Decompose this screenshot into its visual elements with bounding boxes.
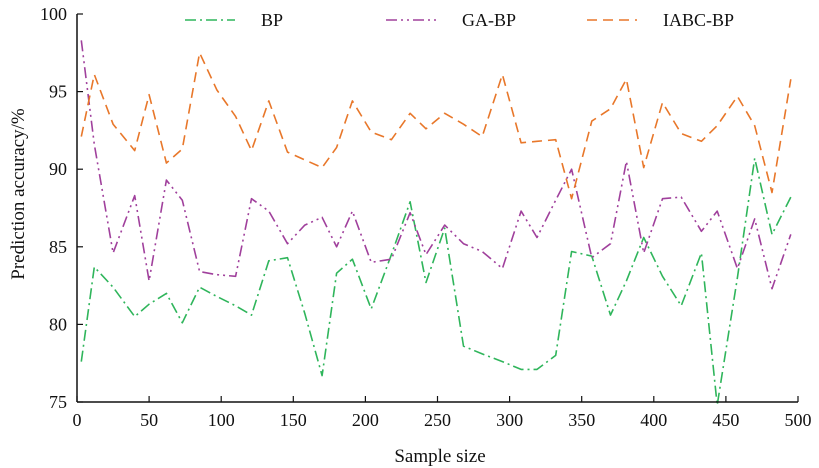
legend-label-iabc-bp: IABC-BP: [663, 10, 734, 30]
y-axis-ticks: 75 80 85 90 95 100: [40, 4, 83, 412]
y-axis-title: Prediction accuracy/%: [8, 108, 29, 280]
series-line-bp: [80, 157, 792, 406]
axes: [76, 14, 798, 403]
x-tick-label: 50: [140, 410, 158, 430]
series-line-ga-bp: [80, 40, 792, 290]
y-tick-label: 85: [49, 237, 67, 257]
x-axis-title: Sample size: [394, 446, 485, 467]
x-tick-label: 250: [424, 410, 451, 430]
y-tick-label: 80: [49, 314, 67, 334]
y-tick-label: 75: [49, 392, 67, 412]
x-tick-label: 400: [640, 410, 667, 430]
x-tick-label: 500: [785, 410, 812, 430]
x-tick-label: 200: [352, 410, 379, 430]
y-tick-label: 100: [40, 4, 67, 24]
x-tick-label: 150: [280, 410, 307, 430]
y-tick-label: 95: [49, 82, 67, 102]
x-tick-label: 350: [568, 410, 595, 430]
legend-label-ga-bp: GA-BP: [462, 10, 516, 30]
x-tick-label: 100: [208, 410, 235, 430]
y-tick-label: 90: [49, 159, 67, 179]
x-tick-label: 450: [712, 410, 739, 430]
series-line-iabc-bp: [80, 51, 792, 200]
legend: BP GA-BP IABC-BP: [185, 10, 734, 30]
x-tick-label: 300: [496, 410, 523, 430]
x-axis-ticks: 0 50 100 150 200 250 300 350 400 450 500: [73, 396, 812, 430]
series-layer: [80, 40, 792, 406]
x-tick-label: 0: [73, 410, 82, 430]
legend-label-bp: BP: [261, 10, 283, 30]
